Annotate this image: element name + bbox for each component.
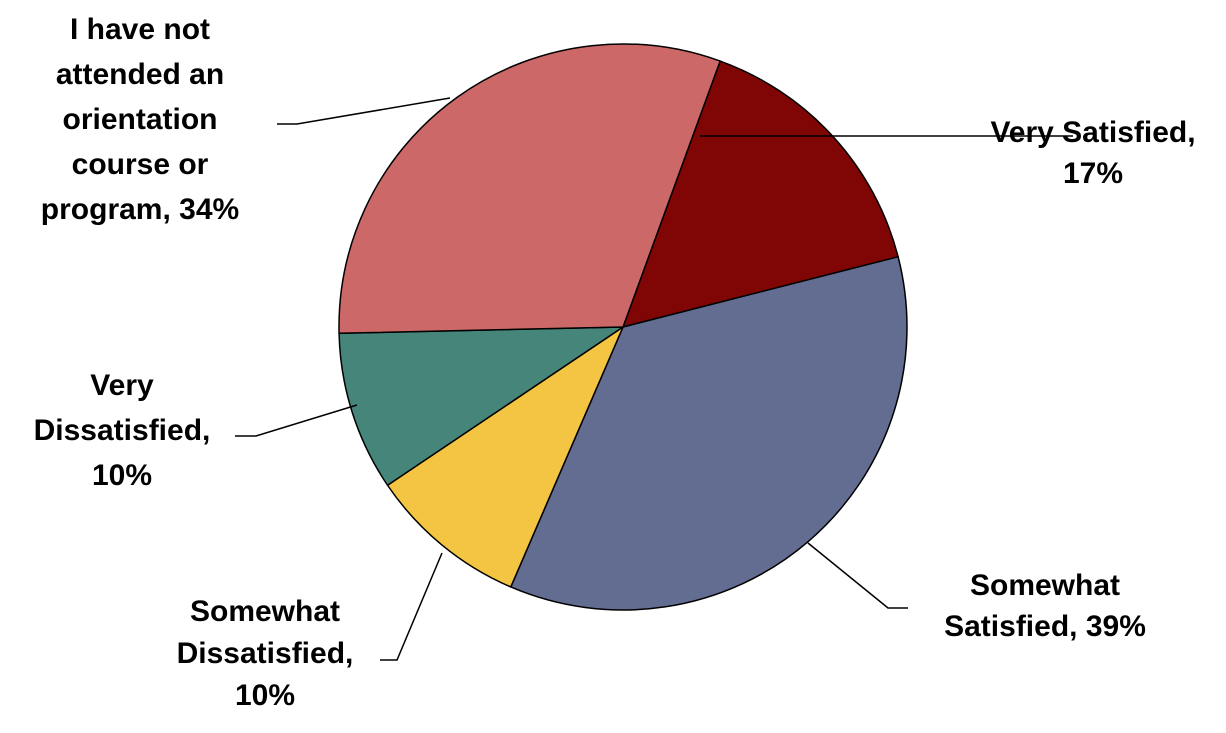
pie-slice-somewhat-satisfied (510, 256, 908, 611)
data-label-very-dissatisfied: Very Dissatisfied, 10% (34, 369, 211, 492)
data-label-very-satisfied: Very Satisfied, 17% (990, 116, 1195, 190)
leader-line-somewhat-satisfied (807, 542, 908, 609)
data-label-line: Very (90, 369, 154, 402)
data-label-line: 17% (1063, 157, 1123, 190)
data-label-line: Satisfied, 39% (944, 610, 1146, 643)
data-label-line: Dissatisfied, (177, 637, 354, 670)
data-label-line: Dissatisfied, (34, 414, 211, 447)
data-label-line: orientation (63, 103, 218, 136)
leader-line-very-dissatisfied (235, 404, 358, 437)
pie-slice-very-satisfied (622, 60, 899, 328)
leader-lines (235, 97, 1073, 661)
data-label-line: attended an (56, 58, 224, 91)
leader-line-somewhat-dissatisfied (380, 552, 443, 661)
data-label-line: Somewhat (970, 569, 1120, 602)
data-label-line: I have not (70, 13, 210, 46)
data-label-line: Somewhat (190, 595, 340, 628)
data-label-line: course or (72, 148, 209, 181)
pie-slice-somewhat-dissatisfied (386, 326, 624, 588)
pie-slices (338, 43, 908, 611)
data-label-somewhat-dissatisfied: Somewhat Dissatisfied, 10% (177, 595, 354, 712)
data-label-line: program, 34% (41, 193, 239, 226)
data-label-line: 10% (235, 679, 295, 712)
data-label-line: Very Satisfied, (990, 116, 1195, 149)
data-label-i-have-not-attended-an-orientation-course-or-program: I have not attended an orientation course o… (41, 13, 239, 226)
pie-slice-very-dissatisfied (338, 326, 624, 486)
data-label-somewhat-satisfied: Somewhat Satisfied, 39% (944, 569, 1146, 643)
pie-slice-i-have-not-attended-an-orientation-course-or-program (338, 43, 721, 335)
data-labels: Very Satisfied, 17% Somewhat Satisfied, 39%… (34, 13, 1196, 712)
leader-line-i-have-not-attended-an-orientation-course-or-program (277, 97, 451, 125)
data-label-line: 10% (92, 459, 152, 492)
